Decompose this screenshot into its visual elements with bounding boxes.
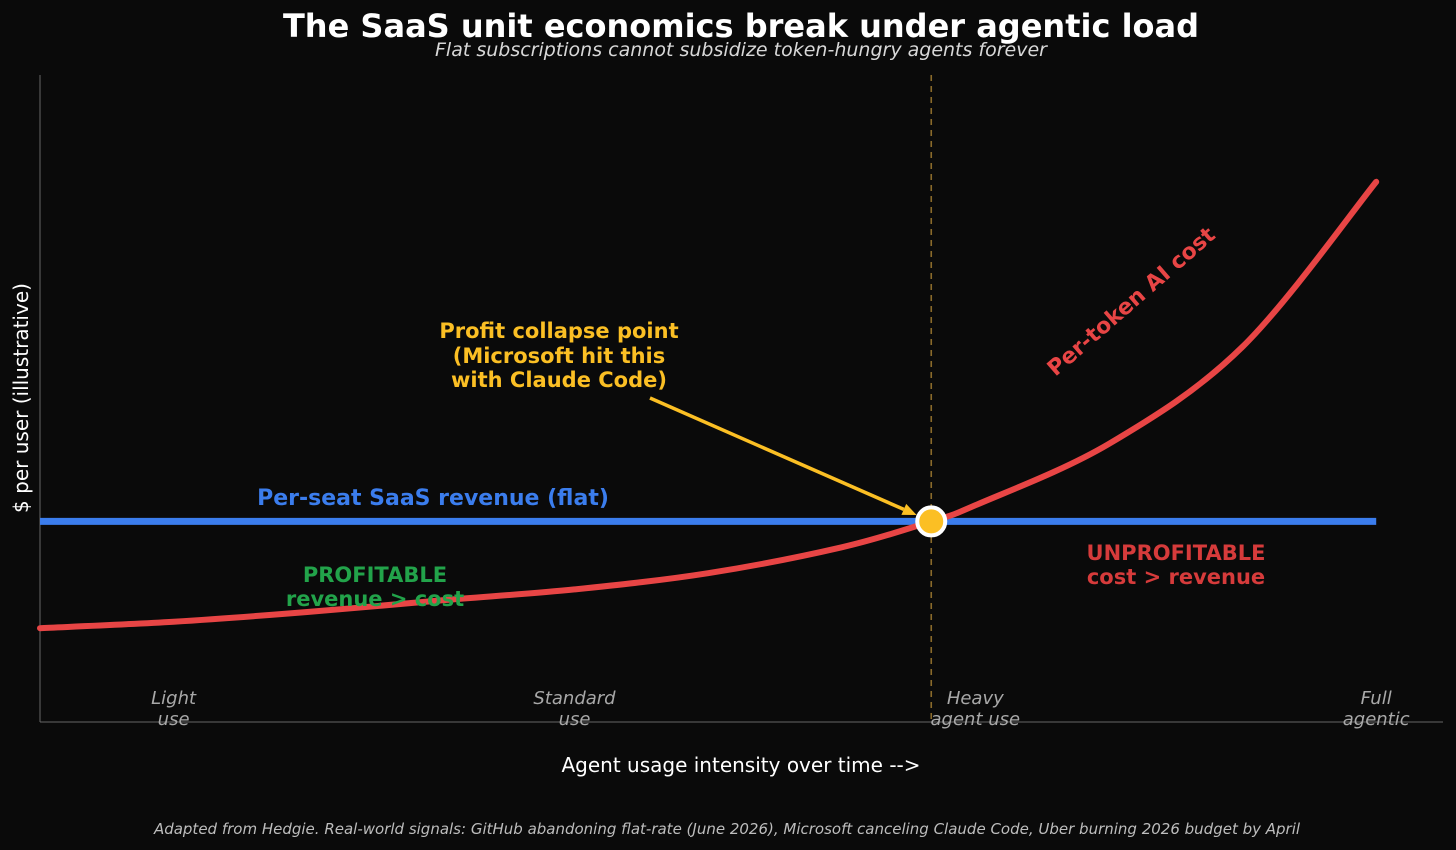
collapse-annotation-line-3: with Claude Code) xyxy=(451,368,667,392)
chart-subtitle: Flat subscriptions cannot subsidize toke… xyxy=(435,39,1048,61)
stage-label-1-line-1: use xyxy=(559,709,591,730)
collapse-arrowhead xyxy=(901,503,917,515)
collapse-annotation-line-2: (Microsoft hit this xyxy=(453,344,666,368)
collapse-arrow xyxy=(649,396,905,512)
stage-label-2-line-1: agent use xyxy=(931,709,1021,730)
crossover-point xyxy=(915,505,948,538)
profitable-label-line-1: PROFITABLE xyxy=(303,563,447,587)
unprofitable-label-line-2: cost > revenue xyxy=(1087,565,1265,589)
stage-label-0-line-1: use xyxy=(158,709,190,730)
profitable-label-line-2: revenue > cost xyxy=(286,587,464,611)
stage-label-0-line-0: Light xyxy=(151,688,197,709)
collapse-annotation: Profit collapse point (Microsoft hit thi… xyxy=(439,319,678,392)
stage-label-3-line-0: Full xyxy=(1361,688,1392,709)
source-caption: Adapted from Hedgie. Real-world signals:… xyxy=(153,820,1301,838)
profitable-region-label: PROFITABLE revenue > cost xyxy=(286,563,464,611)
stage-label-3-line-1: agentic xyxy=(1343,709,1410,730)
chart-title: The SaaS unit economics break under agen… xyxy=(283,7,1199,45)
revenue-series-label: Per-seat SaaS revenue (flat) xyxy=(257,486,609,511)
unprofitable-region-label: UNPROFITABLE cost > revenue xyxy=(1087,541,1266,589)
stage-label-1-line-0: Standard xyxy=(533,688,616,709)
collapse-annotation-line-1: Profit collapse point xyxy=(439,319,678,343)
unprofitable-label-line-1: UNPROFITABLE xyxy=(1087,541,1266,565)
stage-label-2-line-0: Heavy xyxy=(947,688,1004,709)
y-axis-label: $ per user (illustrative) xyxy=(9,283,33,513)
x-axis-label: Agent usage intensity over time --> xyxy=(561,753,920,777)
series-line-cost xyxy=(37,178,1380,632)
